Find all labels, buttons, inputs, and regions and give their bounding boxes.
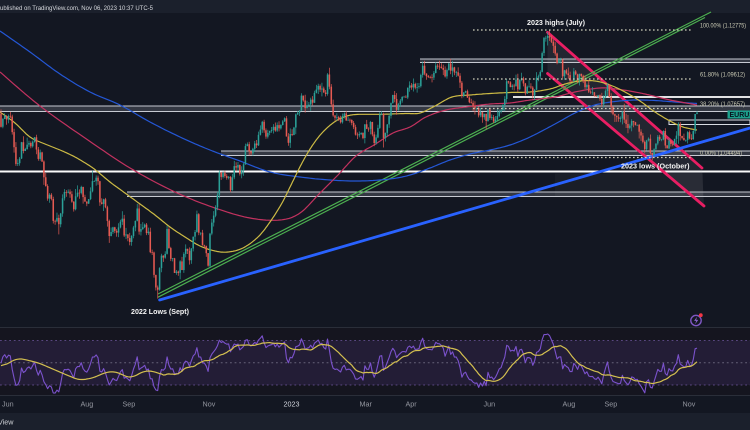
svg-text:100.00% (1.12775): 100.00% (1.12775) — [700, 23, 746, 30]
svg-text:2023 lows (October): 2023 lows (October) — [621, 162, 690, 171]
svg-text:Aug: Aug — [81, 400, 94, 409]
svg-text:Sep: Sep — [123, 400, 136, 409]
svg-text:Nov: Nov — [203, 400, 216, 409]
svg-text:Aug: Aug — [563, 400, 576, 409]
svg-text:Jun: Jun — [484, 400, 496, 409]
svg-text:61.80% (1.09612): 61.80% (1.09612) — [700, 72, 745, 79]
svg-text:Published on TradingView.com,: Published on TradingView.com, Nov 06, 20… — [0, 5, 153, 12]
svg-text:2023 highs (July): 2023 highs (July) — [527, 18, 586, 27]
svg-text:View: View — [0, 418, 14, 427]
svg-text:38.20% (1.07657): 38.20% (1.07657) — [700, 101, 745, 108]
svg-text:2023: 2023 — [284, 400, 300, 409]
svg-text:Sep: Sep — [605, 400, 618, 409]
svg-text:EURUSD: EURUSD — [730, 112, 750, 119]
svg-text:Apr: Apr — [406, 400, 418, 409]
svg-text:2022 Lows (Sept): 2022 Lows (Sept) — [131, 307, 190, 316]
svg-text:0.00% (1.04494): 0.00% (1.04494) — [700, 150, 742, 157]
svg-text:Jun: Jun — [2, 400, 14, 409]
svg-text:Mar: Mar — [360, 400, 373, 409]
svg-text:Nov: Nov — [683, 400, 696, 409]
